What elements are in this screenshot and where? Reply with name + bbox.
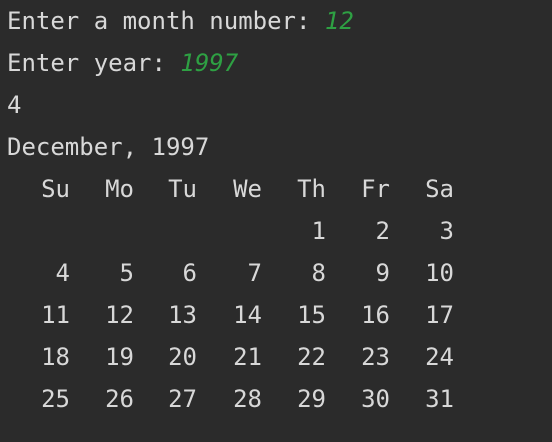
- calendar-day: 7: [247, 259, 262, 287]
- calendar-day: 10: [425, 259, 454, 287]
- calendar-day: 21: [233, 343, 262, 371]
- calendar-day: 30: [361, 385, 390, 413]
- weekday-header: We: [233, 175, 262, 203]
- calendar-day: 2: [375, 217, 390, 245]
- calendar-day: 28: [233, 385, 262, 413]
- calendar-day: 16: [361, 301, 390, 329]
- calendar-day: 6: [182, 259, 197, 287]
- calendar-day: 12: [105, 301, 134, 329]
- calendar-day: 25: [41, 385, 70, 413]
- calendar-day: 27: [168, 385, 197, 413]
- calendar-day: 3: [439, 217, 454, 245]
- calendar-day: 24: [425, 343, 454, 371]
- year-prompt-text: Enter year:: [7, 49, 181, 77]
- calendar-day: 19: [105, 343, 134, 371]
- month-input-value: 12: [324, 7, 354, 35]
- calendar-day: 8: [311, 259, 326, 287]
- calendar-empty-cell: [72, 210, 134, 252]
- calendar-day: 9: [375, 259, 390, 287]
- calendar-day: 15: [297, 301, 326, 329]
- month-prompt-text: Enter a month number:: [7, 7, 325, 35]
- weekday-header: Tu: [168, 175, 197, 203]
- calendar-day: 26: [105, 385, 134, 413]
- calendar-title: December, 1997: [7, 133, 210, 161]
- calendar-day: 17: [425, 301, 454, 329]
- calendar-day: 11: [41, 301, 70, 329]
- weekday-header: Su: [41, 175, 70, 203]
- year-prompt-line: Enter year: 1997: [7, 42, 238, 84]
- month-prompt-line: Enter a month number: 12: [7, 0, 354, 42]
- output-value: 4: [7, 91, 22, 119]
- calendar-day: 14: [233, 301, 262, 329]
- calendar-day: 13: [168, 301, 197, 329]
- calendar-day: 18: [41, 343, 70, 371]
- calendar-empty-cell: [8, 210, 70, 252]
- weekday-header: Sa: [425, 175, 454, 203]
- weekday-header: Th: [297, 175, 326, 203]
- calendar-day: 4: [55, 259, 70, 287]
- weekday-header: Mo: [105, 175, 134, 203]
- calendar-day: 23: [361, 343, 390, 371]
- calendar-day: 1: [311, 217, 326, 245]
- year-input-value: 1997: [180, 49, 239, 77]
- calendar-day: 29: [297, 385, 326, 413]
- weekday-header: Fr: [361, 175, 390, 203]
- calendar-day: 5: [119, 259, 134, 287]
- calendar-day: 31: [425, 385, 454, 413]
- calendar-empty-cell: [135, 210, 197, 252]
- calendar-day: 20: [168, 343, 197, 371]
- calendar-empty-cell: [200, 210, 262, 252]
- calendar-day: 22: [297, 343, 326, 371]
